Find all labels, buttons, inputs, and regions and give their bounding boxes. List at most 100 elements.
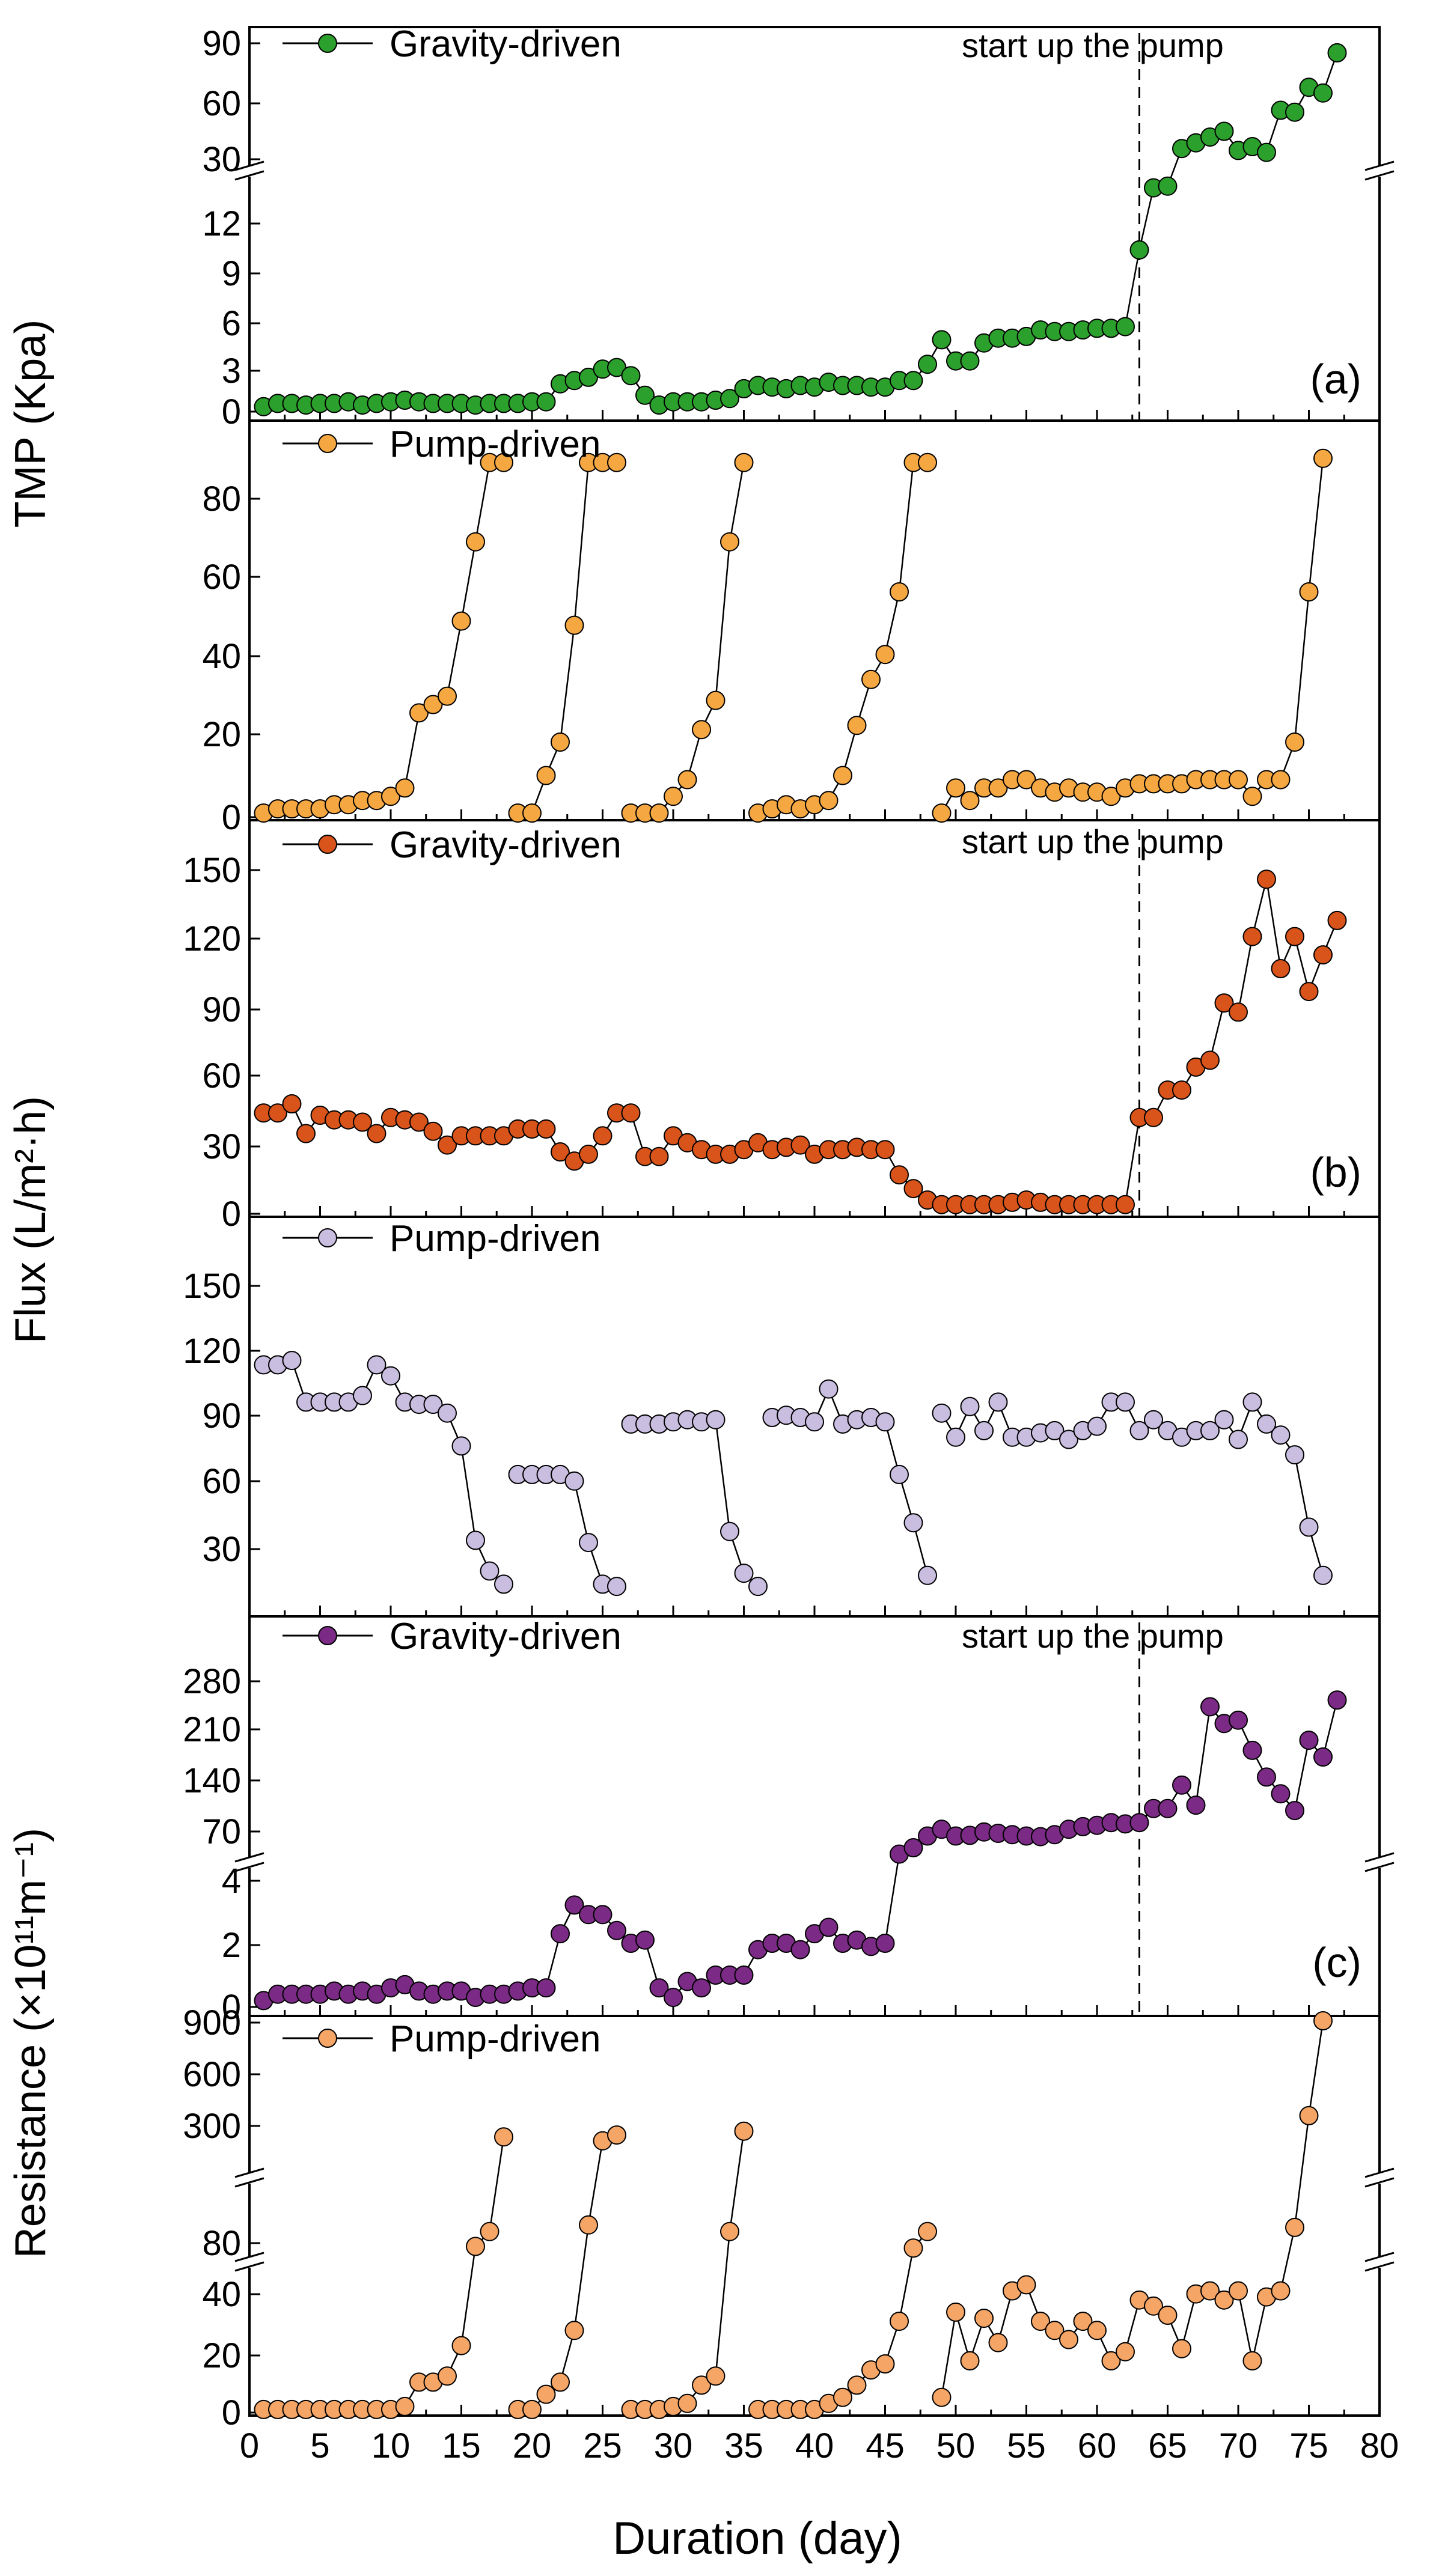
y-tick-label: 40 [202,2275,241,2314]
data-point-flux-pump [438,1403,457,1423]
data-layer [254,43,1347,2419]
data-point-res-pump [1144,2296,1163,2316]
series-line-tmp-pump [518,461,617,814]
data-point-tmp-gravity [1257,142,1276,162]
legend-marker-tmp-gravity [318,34,337,53]
data-point-res-gravity [1186,1795,1206,1815]
y-tick-label: 0 [222,392,241,431]
data-point-flux-pump [282,1351,302,1371]
axis-break-marker [234,2252,1395,2272]
data-point-flux-pump [988,1392,1008,1412]
data-point-tmp-pump [1271,770,1291,790]
data-point-res-pump [734,2121,754,2141]
data-point-flux-pump [1059,1430,1078,1449]
axis-break-slash [234,2167,264,2178]
data-point-tmp-pump [1016,770,1036,790]
data-point-res-gravity [1313,1747,1333,1767]
data-point-res-pump [1059,2330,1078,2349]
y-tick-label: 6 [222,304,241,343]
data-point-res-pump [551,2372,570,2392]
data-point-tmp-pump [607,452,626,472]
data-point-tmp-gravity [1327,43,1347,62]
y-tick-label: 60 [202,84,241,123]
data-point-res-pump [579,2215,598,2235]
data-point-tmp-pump [819,791,839,811]
data-point-res-gravity [1327,1690,1347,1710]
x-tick-label: 55 [1007,2426,1046,2465]
data-point-flux-gravity [1285,927,1304,946]
data-point-res-pump [974,2309,994,2328]
data-point-tmp-gravity [918,355,937,374]
data-point-tmp-pump [494,452,513,472]
x-tick-label: 25 [583,2426,622,2465]
data-point-flux-gravity [1172,1080,1191,1100]
data-point-res-pump [607,2125,626,2145]
data-point-flux-gravity [438,1135,457,1155]
data-point-tmp-gravity [720,389,739,409]
data-point-flux-pump [1129,1420,1149,1440]
legend-label-flux-gravity: Gravity-driven [390,824,622,866]
data-point-tmp-pump [720,532,739,552]
y-tick-label: 150 [183,851,241,890]
data-point-flux-gravity [1299,982,1319,1002]
panel-frame-tmp-gravity [248,26,1381,422]
panel-frame-res-gravity [248,1615,1381,2017]
y-axis-label-a: TMP (Kpa) [7,320,55,528]
data-point-res-gravity [1200,1697,1220,1717]
series-line-flux-pump [263,1359,504,1585]
data-point-res-gravity [536,1978,556,1998]
y-tick-label: 120 [183,919,241,958]
data-point-flux-pump [720,1521,739,1541]
data-point-flux-pump [748,1577,768,1597]
data-point-tmp-pump [960,791,980,811]
data-point-tmp-gravity [635,385,655,405]
panel-frame-res-pump [248,2015,1381,2417]
data-point-res-pump [1214,2290,1234,2310]
data-point-flux-gravity [296,1124,316,1143]
axis-break-slash [1364,2261,1395,2272]
data-point-res-pump [1045,2321,1065,2340]
y-tick-label: 30 [202,1127,241,1166]
data-point-res-pump [1285,2217,1304,2237]
y-tick-label: 70 [202,1812,241,1851]
data-point-flux-gravity [890,1165,909,1185]
data-point-flux-pump [1313,1565,1333,1585]
series-line-res-pump [941,2020,1324,2398]
data-point-res-gravity [1129,1813,1149,1833]
data-point-flux-pump [918,1565,937,1585]
panel-label-c: (c) [1312,1939,1361,1986]
data-point-res-gravity [1285,1801,1304,1821]
data-point-flux-gravity [903,1179,923,1199]
data-point-res-pump [536,2384,556,2404]
axis-break-slash [234,1852,264,1863]
x-tick-label: 65 [1148,2426,1187,2465]
data-point-flux-pump [423,1395,443,1414]
data-point-tmp-pump [1242,787,1262,806]
y-tick-label: 600 [183,2055,241,2094]
y-tick-label: 4 [222,1862,241,1901]
data-point-tmp-pump [1229,770,1248,790]
data-point-flux-gravity [536,1119,556,1139]
data-point-flux-gravity [579,1144,598,1164]
data-point-flux-pump [819,1379,839,1399]
series-line-tmp-pump [263,461,504,814]
axis-break-slash [1364,2167,1395,2178]
x-tick-label: 0 [240,2426,259,2465]
axis-break-slash [234,2261,264,2272]
data-point-flux-pump [367,1355,386,1375]
data-point-res-pump [466,2236,485,2256]
data-point-res-gravity [635,1930,655,1950]
axis-break-slash [1364,2252,1395,2262]
data-point-flux-pump [1045,1420,1065,1440]
pump-start-annotation-c: start up the pump [962,1617,1224,1655]
data-point-res-pump [692,2375,711,2395]
data-point-tmp-gravity [607,358,626,377]
series-line-tmp-pump [757,461,927,814]
data-point-flux-pump [1087,1416,1107,1436]
axis-break-slash [1364,170,1395,181]
data-point-tmp-pump [536,766,556,785]
data-point-res-pump [1158,2306,1178,2325]
data-point-flux-pump [1242,1392,1262,1412]
legend-marker-flux-pump [318,1228,337,1247]
